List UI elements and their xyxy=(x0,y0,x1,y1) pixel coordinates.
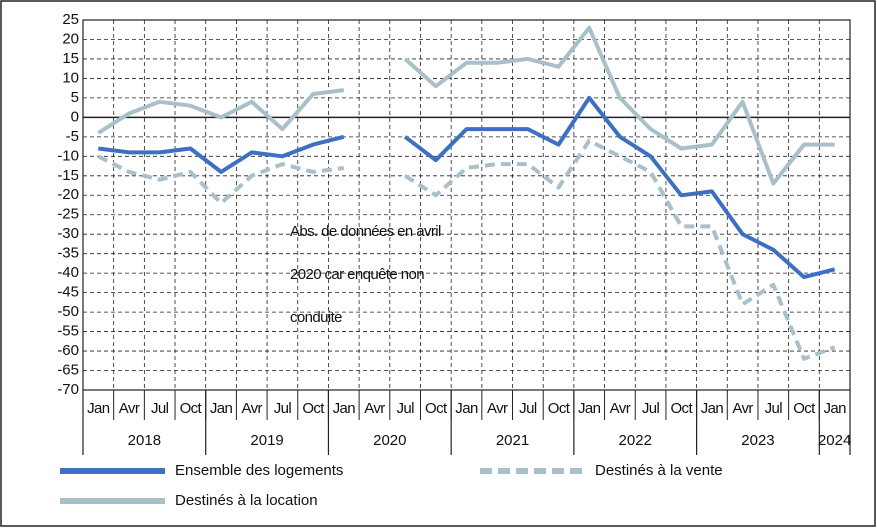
x-tick-label: Oct xyxy=(425,400,448,417)
y-tick-label: 0 xyxy=(71,108,79,125)
y-tick-label: 25 xyxy=(62,11,79,28)
y-tick-label: -55 xyxy=(57,323,79,340)
year-label: 2019 xyxy=(250,432,283,449)
legend-label: Destinés à la vente xyxy=(595,462,723,479)
y-tick-label: -45 xyxy=(57,284,79,301)
series-line xyxy=(98,95,836,280)
y-tick-label: 5 xyxy=(71,89,79,106)
y-tick-label: -65 xyxy=(57,361,79,378)
x-tick-label: Avr xyxy=(242,400,263,417)
x-tick-label: Oct xyxy=(793,400,816,417)
x-tick-label: Oct xyxy=(548,400,571,417)
year-label: 2022 xyxy=(619,432,652,449)
year-label: 2023 xyxy=(741,432,774,449)
x-tick-label: Jul xyxy=(151,400,169,417)
y-tick-label: -10 xyxy=(57,147,79,164)
x-tick-label: Jul xyxy=(642,400,660,417)
y-tick-label: 15 xyxy=(62,50,79,67)
x-tick-label: Jul xyxy=(396,400,414,417)
year-label: 2020 xyxy=(373,432,406,449)
year-label: 2024 xyxy=(818,432,851,449)
legend-label: Ensemble des logements xyxy=(175,462,343,479)
y-tick-label: 20 xyxy=(62,30,79,47)
y-tick-label: -5 xyxy=(66,128,79,145)
x-tick-label: Jan xyxy=(701,400,724,417)
y-tick-label: -60 xyxy=(57,342,79,359)
x-tick-label: Avr xyxy=(732,400,753,417)
x-tick-label: Avr xyxy=(487,400,508,417)
y-tick-label: -35 xyxy=(57,245,79,262)
legend-label: Destinés à la location xyxy=(175,492,318,509)
x-tick-label: Jan xyxy=(87,400,110,417)
y-tick-label: -25 xyxy=(57,206,79,223)
y-tick-label: -40 xyxy=(57,264,79,281)
x-tick-label: Jul xyxy=(519,400,537,417)
year-label: 2021 xyxy=(496,432,529,449)
y-tick-label: -20 xyxy=(57,186,79,203)
year-label: 2018 xyxy=(128,432,161,449)
x-tick-label: Jan xyxy=(578,400,601,417)
x-tick-label: Jul xyxy=(765,400,783,417)
x-tick-label: Jan xyxy=(210,400,233,417)
series-line xyxy=(97,138,836,361)
x-tick-label: Oct xyxy=(302,400,325,417)
x-tick-label: Jan xyxy=(455,400,478,417)
y-tick-label: -30 xyxy=(57,225,79,242)
x-tick-label: Jul xyxy=(274,400,292,417)
series-line xyxy=(97,25,835,186)
annotation: conduite xyxy=(290,309,342,326)
x-tick-label: Jan xyxy=(333,400,356,417)
x-tick-label: Oct xyxy=(180,400,203,417)
annotation: 2020 car enquête non xyxy=(290,266,424,283)
x-tick-label: Avr xyxy=(364,400,385,417)
plot-border xyxy=(82,19,851,391)
y-tick-label: -15 xyxy=(57,167,79,184)
x-tick-label: Avr xyxy=(119,400,140,417)
x-tick-label: Oct xyxy=(670,400,693,417)
y-tick-label: -50 xyxy=(57,303,79,320)
x-tick-label: Avr xyxy=(610,400,631,417)
y-tick-label: -70 xyxy=(57,381,79,398)
annotation: Abs. de données en avril xyxy=(290,223,441,240)
y-tick-label: 10 xyxy=(62,69,79,86)
x-tick-label: Jan xyxy=(823,400,846,417)
